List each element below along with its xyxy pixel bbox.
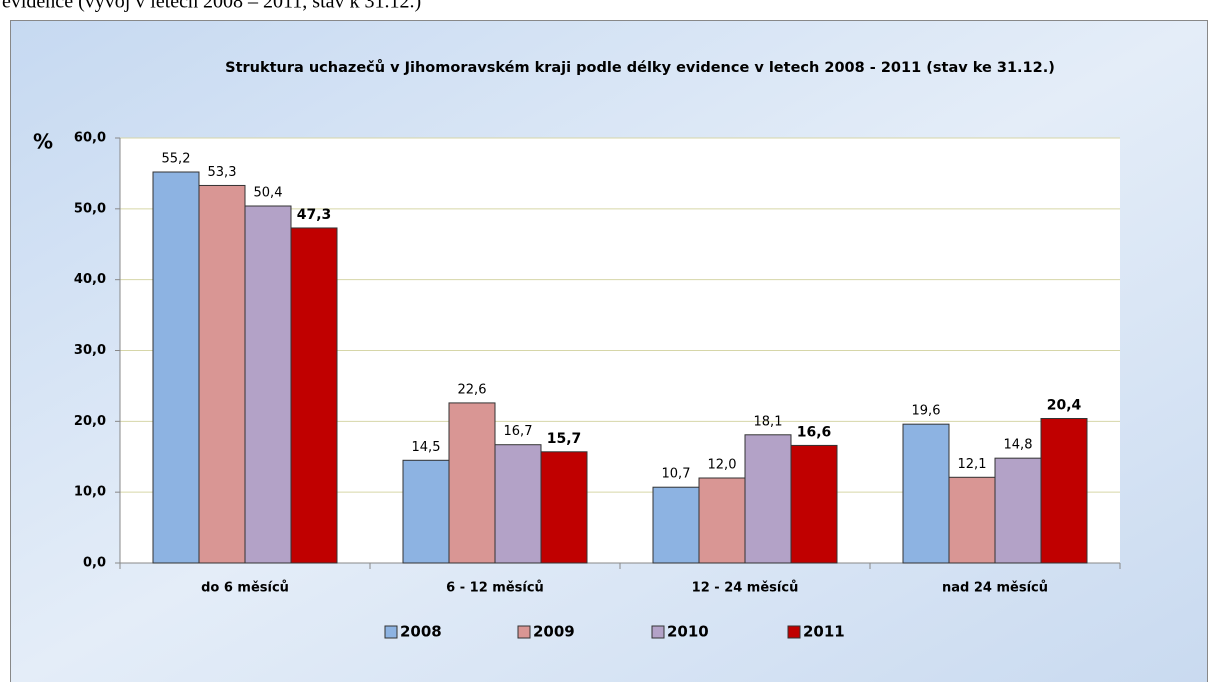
legend-label: 2008 <box>400 623 442 641</box>
value-label: 15,7 <box>547 431 582 447</box>
caption: evidence (vývoj v letech 2008 – 2011, st… <box>2 0 421 13</box>
bar <box>290 227 338 564</box>
bar <box>744 434 792 564</box>
bar <box>244 205 292 564</box>
bar <box>198 184 246 564</box>
value-label: 16,6 <box>797 424 832 440</box>
legend-swatch <box>384 625 398 639</box>
x-tick-label: 6 - 12 měsíců <box>446 581 544 596</box>
y-tick-label: 20,0 <box>74 414 106 429</box>
bar <box>790 444 838 564</box>
bar <box>494 444 542 564</box>
legend-label: 2011 <box>803 623 845 641</box>
value-label: 14,8 <box>1004 438 1033 453</box>
bar <box>402 459 450 564</box>
y-tick-label: 0,0 <box>83 556 106 571</box>
value-label: 19,6 <box>912 404 941 419</box>
bar <box>994 457 1042 564</box>
y-tick-label: 40,0 <box>74 272 106 287</box>
y-tick-label: 30,0 <box>74 343 106 358</box>
bar <box>540 451 588 564</box>
bar <box>948 476 996 564</box>
y-tick-label: 60,0 <box>74 131 106 146</box>
y-axis-label: % <box>33 130 53 154</box>
value-label: 16,7 <box>504 424 533 439</box>
value-label: 20,4 <box>1047 398 1082 414</box>
value-label: 12,1 <box>958 457 987 472</box>
bar <box>448 402 496 564</box>
bar <box>698 477 746 564</box>
x-tick-label: nad 24 měsíců <box>942 581 1048 596</box>
chart-title: Struktura uchazečů v Jihomoravském kraji… <box>225 59 1055 76</box>
value-label: 18,1 <box>754 414 783 429</box>
y-tick-label: 50,0 <box>74 201 106 216</box>
value-label: 55,2 <box>162 152 191 167</box>
legend-label: 2009 <box>533 623 575 641</box>
bar <box>1040 418 1088 564</box>
value-label: 22,6 <box>458 382 487 397</box>
bar <box>152 171 200 564</box>
x-tick-label: do 6 měsíců <box>201 581 289 596</box>
bar <box>652 486 700 564</box>
value-label: 47,3 <box>297 207 332 223</box>
x-tick-label: 12 - 24 měsíců <box>692 581 799 596</box>
value-label: 14,5 <box>412 440 441 455</box>
value-label: 10,7 <box>662 467 691 482</box>
value-label: 50,4 <box>254 186 283 201</box>
y-tick-label: 10,0 <box>74 485 106 500</box>
legend-label: 2010 <box>667 623 709 641</box>
value-label: 12,0 <box>708 458 737 473</box>
bar <box>902 423 950 564</box>
value-label: 53,3 <box>208 165 237 180</box>
legend-swatch <box>651 625 665 639</box>
legend-swatch <box>787 625 801 639</box>
legend-swatch <box>517 625 531 639</box>
